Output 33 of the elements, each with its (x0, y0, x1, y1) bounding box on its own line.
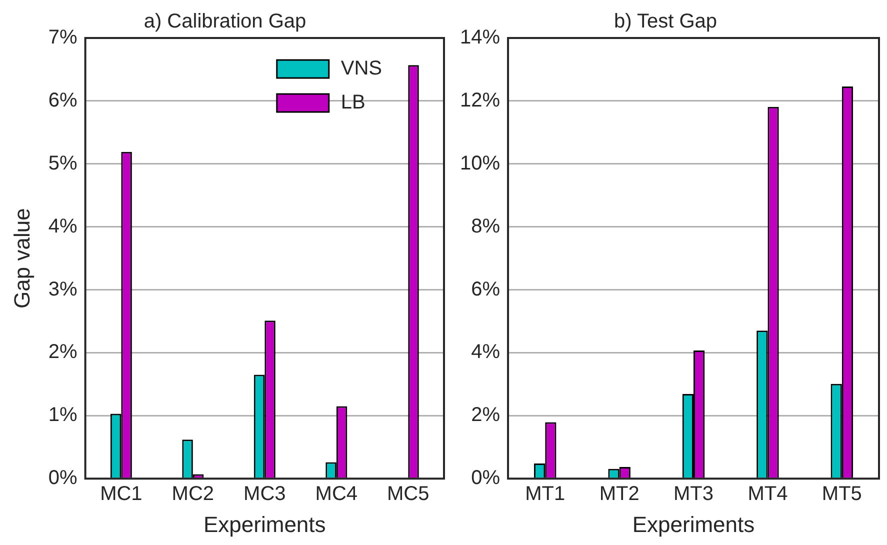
y-tick-label: 1% (48, 404, 78, 426)
y-tick-label: 0% (48, 467, 78, 490)
y-tick-label: 2% (471, 404, 500, 426)
x-tick-label: MT2 (599, 483, 640, 506)
y-tick-label: 4% (471, 341, 500, 364)
x-tick-label: MT5 (822, 483, 862, 506)
x-tick-label: MC4 (315, 483, 358, 506)
x-axis-title: Experiments (632, 512, 755, 537)
y-axis-title: Gap value (9, 208, 34, 308)
y-tick-label: 10% (460, 152, 500, 174)
x-tick-label: MC5 (387, 483, 430, 506)
y-tick-label: 8% (471, 215, 500, 238)
y-tick-label: 6% (48, 89, 78, 112)
x-tick-label: MT4 (748, 483, 788, 506)
y-tick-label: 0% (471, 467, 500, 490)
y-tick-label: 4% (48, 215, 78, 238)
y-tick-label: 5% (48, 152, 78, 174)
x-tick-label: MT3 (674, 483, 714, 506)
y-tick-label: 12% (460, 89, 500, 112)
x-tick-label: MC2 (172, 483, 214, 506)
x-axis-title: Experiments (204, 512, 326, 537)
y-tick-label: 2% (48, 341, 78, 364)
chart-title: a) Calibration Gap (144, 10, 306, 33)
legend-label: LB (340, 92, 366, 114)
y-tick-label: 3% (48, 278, 78, 300)
chart-title: b) Test Gap (614, 10, 718, 33)
y-tick-label: 7% (48, 26, 78, 49)
y-tick-label: 14% (460, 26, 500, 49)
x-tick-label: MC3 (244, 483, 286, 506)
legend-label: VNS (340, 58, 382, 80)
y-tick-label: 6% (471, 278, 500, 300)
x-tick-label: MC1 (100, 483, 142, 506)
x-tick-label: MT1 (525, 483, 566, 506)
